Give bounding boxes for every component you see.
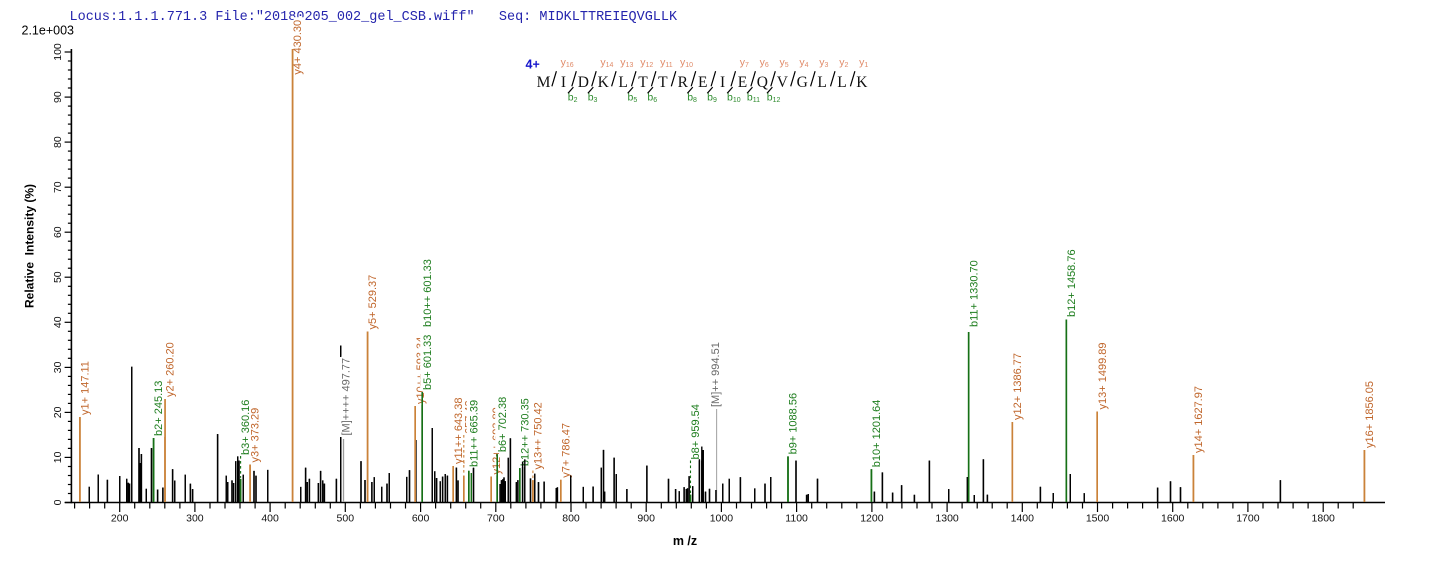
svg-text:4+: 4+ <box>526 57 540 71</box>
svg-text:1800: 1800 <box>1312 513 1336 525</box>
svg-text:y12: y12 <box>640 57 653 70</box>
svg-text:1100: 1100 <box>785 513 808 525</box>
svg-text:b6: b6 <box>647 91 657 104</box>
svg-text:K: K <box>856 74 868 91</box>
svg-text:100: 100 <box>52 43 64 61</box>
svg-text:b8+ 959.54: b8+ 959.54 <box>690 404 702 459</box>
svg-text:R: R <box>678 74 689 91</box>
svg-text:[M]++ 994.51: [M]++ 994.51 <box>710 342 722 407</box>
svg-text:1700: 1700 <box>1236 513 1260 525</box>
svg-text:I: I <box>720 74 725 91</box>
svg-text:b5+ 601.33: b5+ 601.33 <box>422 335 434 390</box>
svg-text:20: 20 <box>52 406 64 418</box>
svg-text:b3: b3 <box>588 91 598 104</box>
svg-text:400: 400 <box>261 513 279 525</box>
svg-text:200: 200 <box>111 513 129 525</box>
svg-text:b10+ 1201.64: b10+ 1201.64 <box>871 400 883 468</box>
svg-text:I: I <box>561 74 566 91</box>
svg-text:y13++ 750.42: y13++ 750.42 <box>533 402 545 469</box>
svg-text:90: 90 <box>52 91 64 103</box>
svg-text:L: L <box>618 74 627 91</box>
svg-text:b12: b12 <box>767 91 781 104</box>
svg-text:1200: 1200 <box>860 513 884 525</box>
svg-text:b8: b8 <box>687 91 697 104</box>
svg-text:b11: b11 <box>747 91 760 104</box>
svg-text:G: G <box>797 74 808 91</box>
svg-text:700: 700 <box>487 513 505 525</box>
svg-text:y13+ 1499.89: y13+ 1499.89 <box>1097 343 1109 410</box>
svg-text:y4: y4 <box>799 57 808 70</box>
svg-text:b6+ 702.38: b6+ 702.38 <box>497 397 509 452</box>
svg-text:800: 800 <box>562 513 580 525</box>
svg-text:80: 80 <box>52 136 64 148</box>
svg-text:L: L <box>837 74 846 91</box>
svg-text:1000: 1000 <box>710 513 734 525</box>
svg-text:60: 60 <box>52 226 64 238</box>
svg-text:y1+ 147.11: y1+ 147.11 <box>80 361 92 415</box>
svg-text:b3+ 360.16: b3+ 360.16 <box>240 400 252 455</box>
svg-text:D: D <box>578 74 589 91</box>
svg-text:y2: y2 <box>839 57 848 70</box>
svg-text:y3+ 373.29: y3+ 373.29 <box>250 408 262 463</box>
svg-text:b2: b2 <box>568 91 578 104</box>
svg-text:y3: y3 <box>819 57 828 70</box>
svg-text:y16: y16 <box>561 57 574 70</box>
svg-text:[M]++++ 497.77: [M]++++ 497.77 <box>341 358 353 436</box>
svg-text:T: T <box>658 74 668 91</box>
svg-text:E: E <box>698 74 707 91</box>
svg-text:Q: Q <box>757 74 768 91</box>
svg-text:b12+ 1458.76: b12+ 1458.76 <box>1066 249 1078 317</box>
svg-text:y4+ 430.30: y4+ 430.30 <box>292 20 304 75</box>
svg-text:M: M <box>537 74 551 91</box>
svg-text:y1: y1 <box>859 57 868 70</box>
svg-text:y13: y13 <box>620 57 633 70</box>
svg-text:y5+ 529.37: y5+ 529.37 <box>367 275 379 330</box>
svg-text:70: 70 <box>52 181 64 193</box>
svg-text:y11++ 643.38: y11++ 643.38 <box>453 398 465 464</box>
svg-text:0: 0 <box>52 499 64 505</box>
svg-text:b11++ 665.39: b11++ 665.39 <box>468 400 480 467</box>
svg-text:b10: b10 <box>727 91 741 104</box>
svg-text:600: 600 <box>412 513 430 525</box>
svg-text:b12++ 730.35: b12++ 730.35 <box>519 398 531 466</box>
svg-text:T: T <box>638 74 648 91</box>
svg-text:2.1e+003: 2.1e+003 <box>22 24 75 38</box>
svg-text:40: 40 <box>52 316 64 328</box>
svg-text:y10: y10 <box>680 57 693 70</box>
svg-text:b2+ 245.13: b2+ 245.13 <box>153 381 165 436</box>
svg-text:1400: 1400 <box>1011 513 1035 525</box>
svg-text:300: 300 <box>186 513 204 525</box>
svg-text:y5: y5 <box>780 57 789 70</box>
svg-text:900: 900 <box>637 513 655 525</box>
svg-text:y7+ 786.47: y7+ 786.47 <box>560 423 572 478</box>
svg-text:V: V <box>777 74 789 91</box>
svg-text:1600: 1600 <box>1161 513 1185 525</box>
svg-text:500: 500 <box>337 513 355 525</box>
svg-text:y14+ 1627.97: y14+ 1627.97 <box>1193 386 1205 453</box>
svg-text:y11: y11 <box>660 57 673 70</box>
svg-text:y2+ 260.20: y2+ 260.20 <box>165 342 177 397</box>
svg-text:b10++ 601.33: b10++ 601.33 <box>422 259 434 327</box>
svg-text:1300: 1300 <box>935 513 959 525</box>
svg-text:1500: 1500 <box>1086 513 1110 525</box>
svg-text:E: E <box>738 74 747 91</box>
svg-text:b5: b5 <box>628 91 638 104</box>
svg-text:b9: b9 <box>707 91 717 104</box>
svg-text:K: K <box>598 74 610 91</box>
svg-text:y14: y14 <box>600 57 613 70</box>
svg-text:b9+ 1088.56: b9+ 1088.56 <box>788 393 800 454</box>
svg-text:Relative Intensity (%): Relative Intensity (%) <box>23 184 37 308</box>
svg-text:b11+ 1330.70: b11+ 1330.70 <box>968 260 980 327</box>
svg-text:y7: y7 <box>740 57 749 70</box>
svg-text:y16+ 1856.05: y16+ 1856.05 <box>1364 381 1376 448</box>
svg-text:y6: y6 <box>760 57 769 70</box>
svg-text:30: 30 <box>52 361 64 373</box>
svg-text:10: 10 <box>52 451 64 463</box>
svg-text:y12+ 1386.77: y12+ 1386.77 <box>1012 353 1024 420</box>
svg-text:m /z: m /z <box>673 534 697 548</box>
svg-text:50: 50 <box>52 271 64 283</box>
svg-text:L: L <box>817 74 826 91</box>
